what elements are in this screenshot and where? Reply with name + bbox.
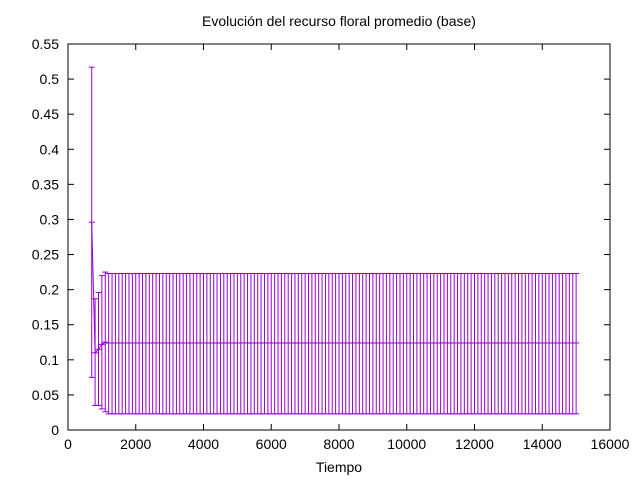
x-tick-label: 8000 — [323, 436, 354, 452]
mean-line — [91, 222, 577, 355]
y-tick-label: 0.35 — [32, 176, 59, 192]
x-tick-label: 14000 — [523, 436, 562, 452]
y-tick-label: 0.15 — [32, 317, 59, 333]
x-tick-label: 4000 — [188, 436, 219, 452]
y-tick-label: 0.4 — [40, 141, 60, 157]
y-tick-label: 0.2 — [40, 282, 60, 298]
y-tick-label: 0.5 — [40, 71, 60, 87]
y-tick-label: 0.1 — [40, 352, 60, 368]
y-tick-label: 0.05 — [32, 387, 59, 403]
y-axis: 0 0.05 0.1 0.15 0.2 0.25 0.3 0.35 0.4 0.45 0.5 0.55 — [32, 36, 610, 438]
y-tick-label: 0.25 — [32, 247, 59, 263]
x-tick-label: 12000 — [455, 436, 494, 452]
y-tick-label: 0.55 — [32, 36, 59, 52]
x-axis-label: Tiempo — [316, 459, 362, 475]
y-tick-label: 0.3 — [40, 211, 60, 227]
y-tick-label: 0 — [51, 422, 59, 438]
chart-title: Evolución del recurso floral promedio (b… — [202, 13, 476, 29]
x-axis: 0 2000 4000 6000 8000 10000 12000 14000 16000 — [64, 44, 630, 452]
chart-marks — [88, 66, 580, 415]
x-tick-label: 2000 — [120, 436, 151, 452]
x-tick-label: 16000 — [591, 436, 630, 452]
x-tick-label: 10000 — [387, 436, 426, 452]
x-tick-label: 6000 — [256, 436, 287, 452]
x-tick-label: 0 — [64, 436, 72, 452]
y-tick-label: 0.45 — [32, 106, 59, 122]
